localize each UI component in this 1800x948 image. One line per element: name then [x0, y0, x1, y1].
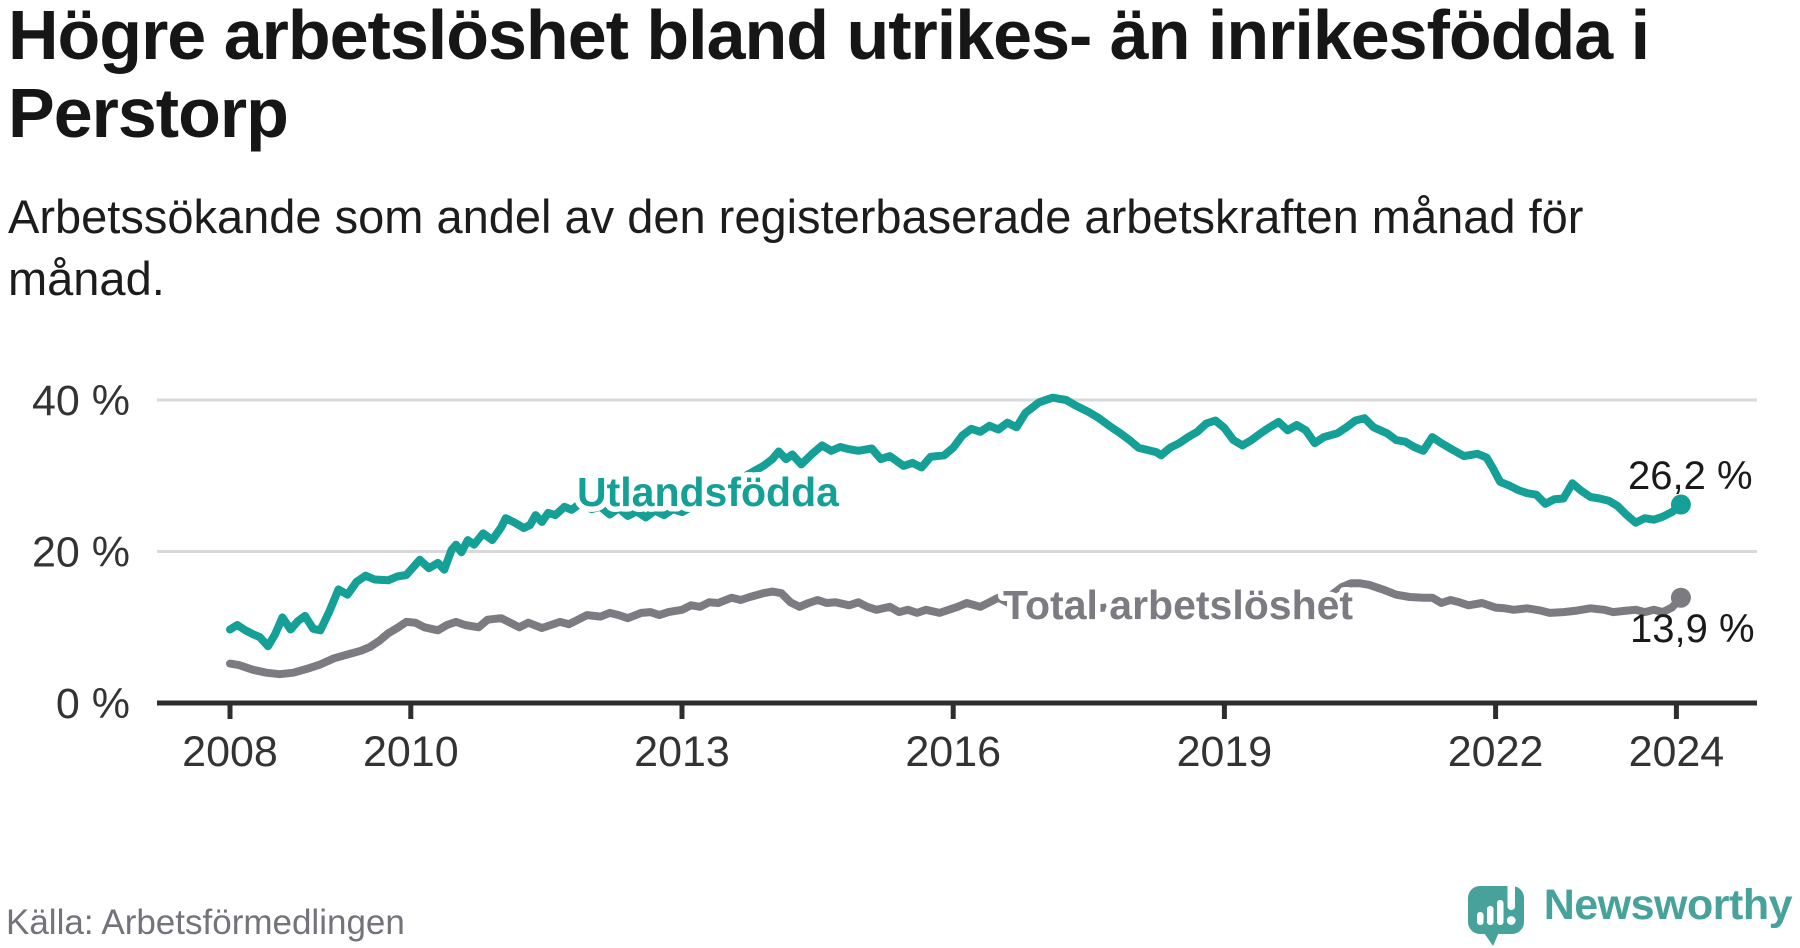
x-tick-label: 2008: [182, 728, 278, 776]
y-tick-label: 0 %: [56, 680, 130, 728]
series-end-dot-utlandsfodda: [1670, 494, 1691, 515]
subtitle-line-1: Arbetssökande som andel av den registerb…: [8, 190, 1584, 243]
title-line-2: Perstorp: [8, 74, 289, 152]
newsworthy-logo-text: Newsworthy: [1543, 880, 1793, 929]
x-tick-label: 2013: [634, 728, 730, 776]
x-tick-label: 2022: [1448, 728, 1544, 776]
page-title: Högre arbetslöshet bland utrikes- än inr…: [8, 0, 1788, 152]
subtitle-line-2: månad.: [8, 252, 165, 305]
series-line-utlandsfodda: [226, 393, 1685, 651]
source-note: Källa: Arbetsförmedlingen: [6, 903, 405, 942]
series-label-total: Total arbetslöshet: [1003, 582, 1353, 628]
series-line-total: [226, 579, 1685, 679]
y-tick-label: 20 %: [32, 529, 130, 577]
series-end-value-utlandsfodda: 26,2 %: [1628, 454, 1753, 498]
newsworthy-logo-icon: [1467, 880, 1524, 946]
y-tick-label: 40 %: [32, 377, 130, 425]
newsworthy-logo: Newsworthy: [1466, 876, 1793, 948]
x-tick-label: 2019: [1177, 728, 1273, 776]
title-line-1: Högre arbetslöshet bland utrikes- än inr…: [8, 0, 1650, 74]
chart-subtitle: Arbetssökande som andel av den registerb…: [8, 186, 1788, 310]
x-tick-label: 2010: [363, 728, 459, 776]
x-tick-label: 2024: [1629, 728, 1725, 776]
series-end-dot-total: [1670, 587, 1691, 608]
series-label-utlandsfodda: Utlandsfödda: [577, 469, 840, 515]
series-end-value-total: 13,9 %: [1630, 607, 1755, 651]
x-tick-label: 2016: [905, 728, 1001, 776]
